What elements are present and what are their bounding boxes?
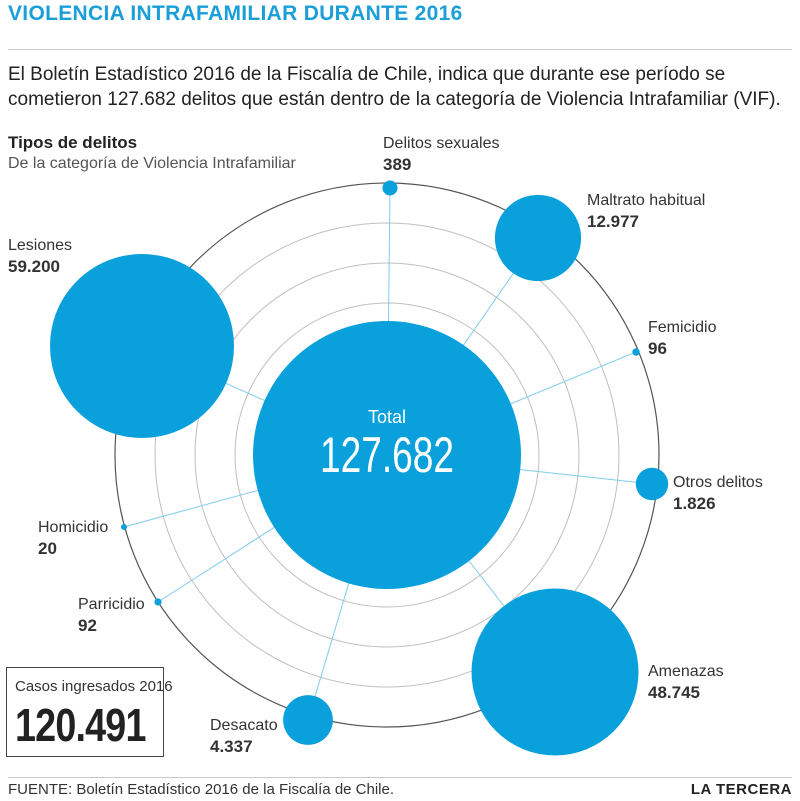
label-maltrato-habitual: Maltrato habitual <box>587 192 705 209</box>
value-amenazas: 48.745 <box>648 683 700 702</box>
value-parricidio: 92 <box>78 616 97 635</box>
bubble-lesiones <box>50 254 234 438</box>
ring-4 <box>234 302 540 608</box>
bubble-delitos-sexuales <box>382 180 398 196</box>
concentric-rings <box>114 182 660 728</box>
value-lesiones: 59.200 <box>8 257 60 276</box>
bubble-amenazas <box>471 588 639 756</box>
cases-value: 120.491 <box>15 699 146 751</box>
bubbles <box>50 180 669 756</box>
bubble-total <box>253 321 521 589</box>
ring-3 <box>194 262 580 648</box>
label-femicidio: Femicidio <box>648 319 717 336</box>
value-otros-delitos: 1.826 <box>673 494 716 513</box>
title-divider <box>8 49 792 50</box>
label-homicidio: Homicidio <box>38 519 108 536</box>
ring-2 <box>154 222 620 688</box>
total-value: 127.682 <box>320 427 454 483</box>
value-desacato: 4.337 <box>210 737 253 756</box>
footer-divider <box>8 777 792 778</box>
label-desacato: Desacato <box>210 717 278 734</box>
label-delitos-sexuales: Delitos sexuales <box>383 135 500 152</box>
total-label: Total <box>368 407 406 427</box>
value-femicidio: 96 <box>648 339 667 358</box>
value-homicidio: 20 <box>38 539 57 558</box>
value-maltrato-habitual: 12.977 <box>587 212 639 231</box>
label-amenazas: Amenazas <box>648 663 724 680</box>
label-otros-delitos: Otros delitos <box>673 474 763 491</box>
chart-title: VIOLENCIA INTRAFAMILIAR DURANTE 2016 <box>8 2 463 25</box>
bubble-homicidio <box>121 524 127 530</box>
cases-label: Casos ingresados 2016 <box>15 678 173 695</box>
label-parricidio: Parricidio <box>78 596 145 613</box>
bubble-parricidio <box>154 598 162 606</box>
cases-box: Casos ingresados 2016 120.491 <box>6 667 173 757</box>
bubble-otros-delitos <box>635 467 669 501</box>
section-subtitle: De la categoría de Violencia Intrafamili… <box>8 155 296 172</box>
section-title: Tipos de delitos <box>8 133 138 152</box>
value-delitos-sexuales: 389 <box>383 155 411 174</box>
bubble-desacato <box>283 695 333 745</box>
bubble-labels: Delitos sexuales 389 Maltrato habitual 12.9… <box>8 135 763 756</box>
source-note: FUENTE: Boletín Estadístico 2016 de la F… <box>8 781 395 798</box>
intro-text: El Boletín Estadístico 2016 de la Fiscal… <box>8 64 781 110</box>
bubble-maltrato-habitual <box>494 194 582 282</box>
bubble-femicidio <box>632 348 640 356</box>
label-lesiones: Lesiones <box>8 237 72 254</box>
brand-logo: LA TERCERA <box>690 781 792 798</box>
